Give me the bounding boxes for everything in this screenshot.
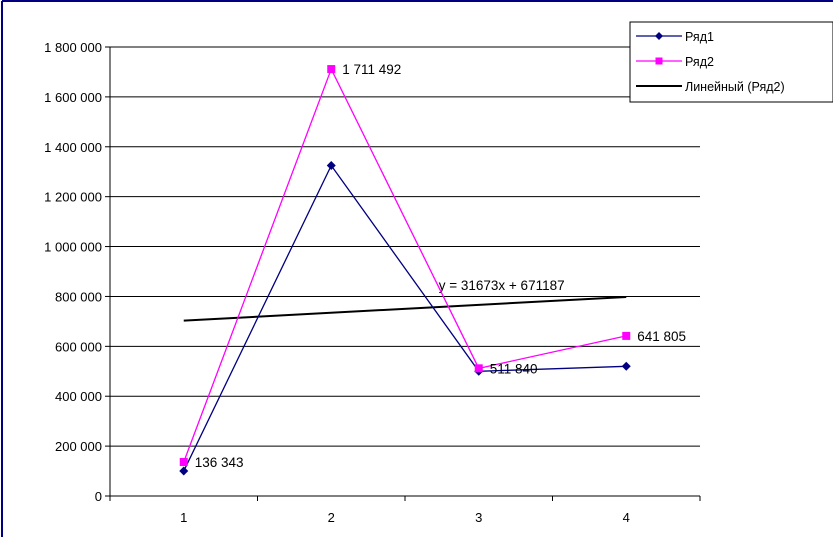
data-label: 641 805: [637, 329, 686, 344]
data-point-diamond: [179, 466, 189, 476]
x-tick-label: 4: [623, 510, 630, 525]
data-point-square: [179, 457, 188, 466]
y-tick-label: 1 400 000: [44, 140, 102, 155]
x-tick-label: 1: [180, 510, 187, 525]
data-point-diamond: [621, 361, 631, 371]
data-point-diamond: [326, 160, 336, 170]
y-tick-label: 1 000 000: [44, 240, 102, 255]
data-point-square: [474, 364, 483, 373]
y-tick-label: 600 000: [55, 339, 102, 354]
y-tick-label: 1 600 000: [44, 90, 102, 105]
y-tick-label: 0: [95, 489, 102, 504]
y-tick-label: 200 000: [55, 439, 102, 454]
y-tick-label: 400 000: [55, 389, 102, 404]
series-line-2: [183, 67, 627, 463]
data-label: 136 343: [195, 455, 244, 470]
trendline: [183, 295, 627, 322]
legend-marker-square: [655, 57, 663, 65]
legend-entry: Ряд2: [685, 55, 714, 69]
x-tick-label: 2: [328, 510, 335, 525]
y-tick-label: 1 800 000: [44, 40, 102, 55]
data-label: 1 711 492: [342, 62, 401, 77]
legend-entry: Ряд1: [685, 30, 714, 44]
legend-marker-diamond: [655, 32, 663, 40]
legend-box: [629, 21, 833, 103]
trendline-equation-label: y = 31673x + 671187: [439, 278, 565, 293]
y-tick-label: 800 000: [55, 289, 102, 304]
data-point-square: [327, 65, 336, 74]
data-point-square: [622, 331, 631, 340]
x-tick-label: 3: [475, 510, 482, 525]
series-line-1: [183, 164, 627, 472]
data-label: 511 840: [490, 361, 538, 376]
y-tick-label: 1 200 000: [44, 190, 102, 205]
legend-entry: Линейный (Ряд2): [685, 80, 785, 94]
